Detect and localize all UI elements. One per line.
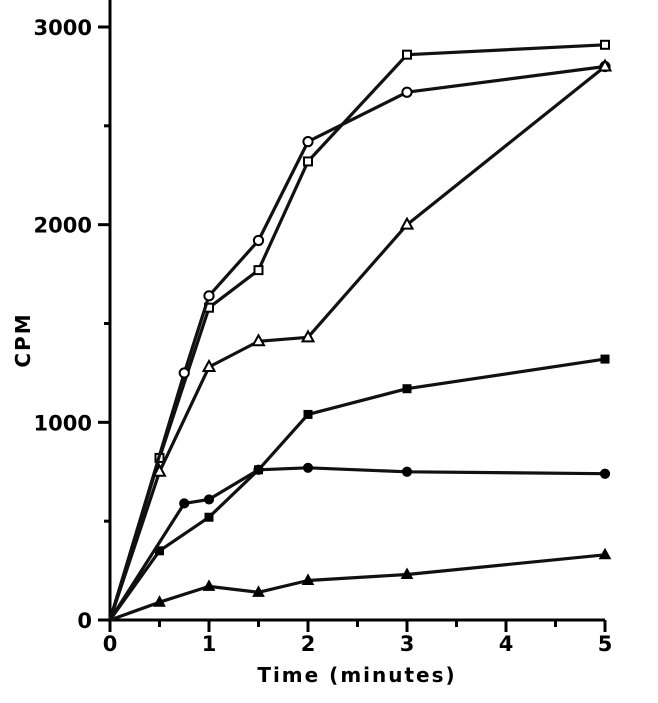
data-point-filled-triangle: [598, 547, 612, 560]
x-tick-label: 1: [202, 632, 217, 656]
data-point-open-circle: [203, 290, 215, 302]
data-point-open-square: [402, 49, 412, 60]
data-point-open-triangle: [300, 329, 316, 343]
data-point-open-circle: [178, 367, 190, 379]
axes: [108, 0, 605, 622]
data-point-open-triangle: [399, 216, 415, 230]
x-tick-label: 0: [103, 632, 118, 656]
series-line: [109, 553, 606, 622]
data-point-open-circle: [302, 136, 314, 148]
series-line: [108, 357, 606, 621]
y-tick-label: 1000: [34, 411, 92, 435]
data-point-open-circle: [252, 234, 265, 247]
series-line: [108, 64, 606, 621]
data-point-filled-triangle: [153, 595, 166, 607]
x-tick-label: 4: [499, 632, 514, 656]
series-group: [108, 39, 613, 622]
y-tick-label: 0: [77, 609, 92, 633]
data-point-open-triangle: [251, 333, 266, 347]
series-line: [108, 466, 606, 621]
series-filled-circle: [108, 462, 611, 621]
data-point-filled-circle: [253, 464, 264, 475]
data-point-filled-triangle: [202, 579, 216, 591]
x-tick-label: 2: [301, 632, 316, 656]
data-point-filled-triangle: [252, 585, 265, 597]
series-filled-triangle: [109, 547, 612, 622]
x-tick-label: 3: [400, 632, 415, 656]
series-open-triangle: [108, 58, 613, 621]
data-point-filled-triangle: [301, 573, 315, 585]
series-line: [108, 65, 606, 621]
data-point-filled-square: [204, 512, 214, 522]
data-point-open-triangle: [597, 58, 613, 72]
data-point-filled-circle: [599, 468, 611, 479]
series-filled-square: [108, 354, 610, 621]
data-point-filled-triangle: [400, 567, 414, 580]
data-point-open-triangle: [201, 358, 217, 372]
data-point-filled-square: [402, 384, 412, 394]
data-point-open-square: [600, 39, 610, 50]
data-point-filled-square: [303, 409, 313, 419]
y-tick-label: 3000: [34, 16, 92, 40]
data-point-open-square: [303, 156, 313, 167]
x-axis-title: Time (minutes): [257, 663, 456, 687]
data-point-filled-square: [600, 354, 610, 364]
tick-labels: 0 1 2 3 4 5 0 1000 2000 3000: [34, 16, 613, 656]
y-axis-title: CPM: [11, 312, 35, 367]
data-point-filled-circle: [179, 498, 190, 509]
x-tick-label: 5: [598, 632, 613, 656]
series-open-circle: [108, 60, 611, 621]
data-point-open-circle: [401, 86, 413, 98]
y-tick-label: 2000: [34, 214, 92, 238]
data-point-filled-circle: [203, 494, 215, 505]
data-point-filled-circle: [401, 466, 413, 477]
data-point-filled-circle: [302, 462, 314, 473]
data-point-open-square: [253, 265, 264, 276]
ticks: [98, 25, 607, 632]
data-point-open-triangle: [152, 463, 167, 477]
